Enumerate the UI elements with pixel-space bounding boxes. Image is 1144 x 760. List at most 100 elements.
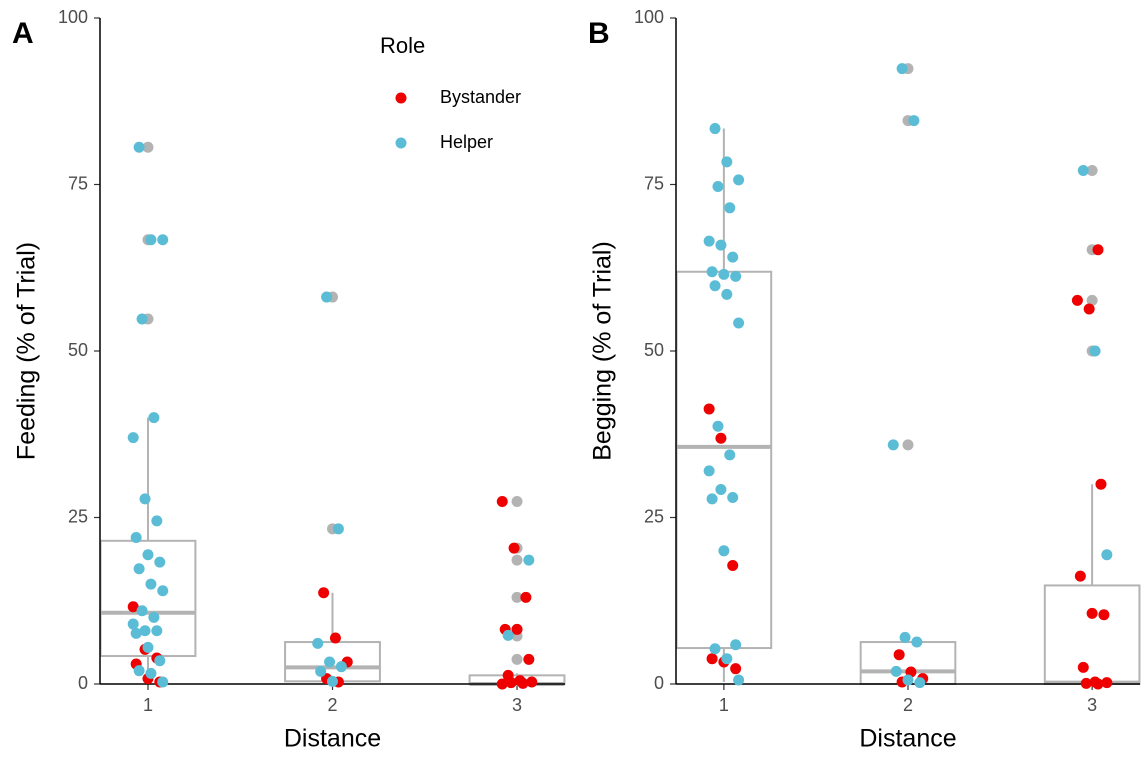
point bbox=[703, 403, 715, 415]
point bbox=[154, 655, 166, 667]
point bbox=[496, 678, 508, 690]
point bbox=[157, 676, 169, 688]
point bbox=[887, 439, 899, 451]
outlier bbox=[511, 653, 523, 665]
point bbox=[911, 636, 923, 648]
y-tick-label: 100 bbox=[634, 7, 664, 27]
point bbox=[318, 587, 330, 599]
point bbox=[709, 123, 721, 135]
point bbox=[914, 677, 926, 689]
point bbox=[715, 239, 727, 251]
x-tick-label: 3 bbox=[512, 695, 522, 715]
point bbox=[703, 235, 715, 247]
point bbox=[718, 545, 730, 557]
point bbox=[1101, 549, 1113, 561]
point bbox=[329, 632, 341, 644]
point bbox=[1092, 244, 1104, 256]
point bbox=[902, 674, 914, 686]
legend-marker bbox=[395, 92, 407, 104]
y-tick-label: 0 bbox=[654, 673, 664, 693]
point bbox=[130, 627, 142, 639]
point bbox=[133, 665, 145, 677]
panel-label: B bbox=[588, 17, 610, 50]
point bbox=[893, 649, 905, 661]
point bbox=[703, 465, 715, 477]
point bbox=[327, 675, 338, 687]
point bbox=[139, 493, 151, 505]
point bbox=[332, 523, 344, 535]
point bbox=[890, 665, 902, 677]
point bbox=[523, 653, 535, 665]
outlier bbox=[1086, 294, 1098, 306]
x-tick-label: 1 bbox=[719, 695, 729, 715]
legend-title: Role bbox=[380, 33, 425, 58]
point bbox=[1071, 294, 1083, 306]
point bbox=[145, 234, 157, 246]
point bbox=[133, 563, 145, 575]
point bbox=[730, 270, 742, 282]
point bbox=[908, 115, 920, 127]
point bbox=[1092, 678, 1104, 690]
point bbox=[517, 677, 529, 689]
x-tick-label: 2 bbox=[903, 695, 913, 715]
point bbox=[526, 676, 538, 688]
point bbox=[142, 641, 154, 653]
legend-label: Helper bbox=[440, 132, 493, 152]
point bbox=[127, 601, 139, 613]
point bbox=[157, 585, 169, 597]
outlier bbox=[511, 591, 523, 603]
point bbox=[712, 420, 724, 432]
point bbox=[733, 317, 745, 329]
point bbox=[715, 484, 727, 496]
x-tick-label: 1 bbox=[143, 695, 153, 715]
point bbox=[157, 234, 169, 246]
point bbox=[1101, 677, 1113, 689]
point bbox=[709, 643, 721, 655]
outlier bbox=[511, 496, 523, 508]
point bbox=[1089, 345, 1101, 357]
point bbox=[154, 556, 166, 568]
point bbox=[312, 637, 324, 649]
legend-marker bbox=[395, 137, 407, 149]
point bbox=[321, 291, 333, 303]
point bbox=[718, 268, 730, 280]
point bbox=[1080, 677, 1092, 689]
y-axis-title: Begging (% of Trial) bbox=[589, 241, 617, 461]
point bbox=[724, 202, 736, 214]
point bbox=[127, 432, 139, 444]
point bbox=[148, 611, 160, 623]
point bbox=[1098, 609, 1110, 621]
point bbox=[139, 625, 151, 637]
point bbox=[1086, 607, 1098, 619]
point bbox=[145, 667, 157, 679]
point bbox=[730, 663, 742, 675]
point bbox=[151, 625, 163, 637]
point bbox=[706, 493, 718, 505]
point bbox=[896, 63, 908, 75]
point bbox=[712, 180, 724, 192]
point bbox=[1083, 303, 1095, 315]
y-tick-label: 50 bbox=[644, 340, 664, 360]
box bbox=[675, 270, 773, 650]
point bbox=[136, 605, 148, 617]
y-tick-label: 75 bbox=[68, 173, 88, 193]
point bbox=[1095, 478, 1107, 490]
point bbox=[502, 629, 514, 641]
point bbox=[706, 653, 718, 665]
x-axis-title: Distance bbox=[284, 725, 381, 753]
y-tick-label: 25 bbox=[644, 506, 664, 526]
y-tick-label: 25 bbox=[68, 506, 88, 526]
panel-label: A bbox=[12, 17, 34, 50]
point bbox=[1077, 165, 1089, 177]
point bbox=[335, 661, 347, 673]
x-axis-title: Distance bbox=[859, 725, 956, 753]
outlier bbox=[142, 141, 154, 153]
outlier bbox=[511, 554, 523, 566]
point bbox=[511, 623, 523, 635]
point bbox=[709, 280, 721, 292]
outlier bbox=[1086, 165, 1098, 177]
point bbox=[706, 266, 718, 278]
point bbox=[1077, 661, 1089, 673]
